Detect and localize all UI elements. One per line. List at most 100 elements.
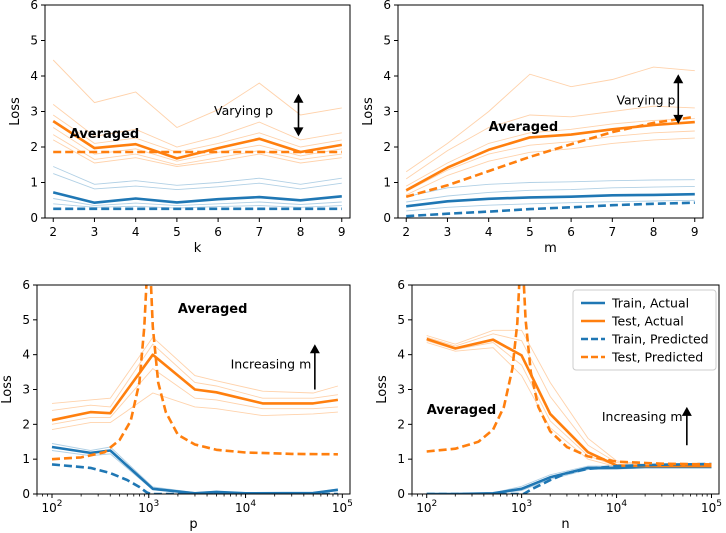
y-tick-label: 3 bbox=[30, 105, 38, 119]
y-tick-label: 4 bbox=[22, 348, 30, 362]
x-tick-label: 7 bbox=[609, 225, 617, 239]
legend-label: Train, Actual bbox=[611, 296, 689, 311]
x-tick-label: 104 bbox=[606, 499, 627, 515]
y-tick-label: 4 bbox=[30, 69, 38, 83]
series-line bbox=[426, 462, 712, 494]
panel-3: 0 1 2 3 4 5 6 102 103 104 105 p Loss Averaged Increasi… bbox=[0, 278, 353, 532]
x-tick-label: 6 bbox=[214, 225, 222, 239]
thin-line bbox=[53, 173, 342, 191]
averaged-annotation: Averaged bbox=[178, 302, 248, 317]
series-line bbox=[406, 201, 695, 218]
y-tick-label: 3 bbox=[22, 383, 30, 397]
thin-line bbox=[426, 464, 712, 494]
series-line bbox=[406, 192, 695, 208]
x-tick-label: 5 bbox=[526, 225, 534, 239]
legend-label: Test, Predicted bbox=[611, 350, 703, 365]
axes-frame bbox=[44, 4, 351, 219]
thin-line bbox=[406, 179, 695, 198]
y-tick-label: 1 bbox=[22, 452, 30, 466]
y-tick-label: 5 bbox=[30, 34, 38, 48]
x-tick-label: 9 bbox=[691, 225, 699, 239]
x-tick-exponent: 3 bbox=[526, 499, 532, 509]
thin-line bbox=[51, 450, 338, 494]
x-tick-label: 2 bbox=[49, 225, 57, 239]
x-tick-label: 7 bbox=[256, 225, 264, 239]
x-tick-label: 102 bbox=[416, 499, 437, 515]
y-tick-label: 0 bbox=[30, 211, 38, 225]
x-tick-exponent: 4 bbox=[250, 499, 256, 509]
arrow-annotation: Varying p bbox=[616, 92, 675, 107]
y-tick-label: 0 bbox=[383, 211, 391, 225]
y-tick-label: 2 bbox=[22, 417, 30, 431]
panel-2: 0 1 2 3 4 5 6 2 3 4 5 6 7 8 9 m Loss Averaged Varying p bbox=[361, 0, 704, 256]
plot-area bbox=[426, 285, 712, 494]
x-tick-label: 2 bbox=[402, 225, 410, 239]
thin-line bbox=[51, 336, 339, 404]
arrow-head-down bbox=[293, 127, 304, 137]
y-tick-label: 1 bbox=[30, 176, 38, 190]
x-tick-exponent: 2 bbox=[57, 499, 63, 509]
arrow-head-up bbox=[309, 344, 320, 354]
x-tick-label: 105 bbox=[701, 499, 722, 515]
y-axis-label: Loss bbox=[8, 97, 23, 126]
y-tick-label: 5 bbox=[22, 313, 30, 327]
legend-label: Test, Actual bbox=[611, 314, 684, 329]
y-axis-label: Loss bbox=[361, 97, 376, 126]
arrow-head-up bbox=[293, 93, 304, 103]
series-line bbox=[405, 120, 695, 192]
averaged-annotation: Averaged bbox=[70, 127, 140, 142]
x-tick-label: 3 bbox=[91, 225, 99, 239]
panel-4: 0 1 2 3 4 5 6 102 103 104 105 n Loss Averaged Increasi… bbox=[375, 278, 722, 532]
legend-label: Train, Predicted bbox=[611, 332, 709, 347]
arrow-annotation: Increasing m bbox=[231, 357, 312, 372]
series-line bbox=[52, 191, 342, 204]
legend: Train, Actual Test, Actual Train, Predicte… bbox=[572, 289, 717, 371]
y-axis-label: Loss bbox=[0, 375, 15, 404]
thin-line bbox=[53, 198, 342, 207]
series-line bbox=[426, 337, 712, 468]
x-tick-label: 105 bbox=[332, 499, 353, 515]
y-tick-label: 2 bbox=[383, 140, 391, 154]
thin-line bbox=[52, 134, 342, 166]
series-line bbox=[51, 353, 339, 422]
y-axis-label: Loss bbox=[375, 375, 390, 404]
thin-line bbox=[51, 367, 338, 425]
x-axis-label: n bbox=[561, 517, 569, 532]
x-tick-label: 104 bbox=[235, 499, 256, 515]
y-tick-label: 0 bbox=[397, 487, 405, 501]
plot-area bbox=[51, 285, 339, 494]
x-tick-label: 103 bbox=[138, 499, 159, 515]
y-tick-label: 5 bbox=[397, 313, 405, 327]
x-axis-label: p bbox=[189, 517, 197, 532]
series-line bbox=[51, 285, 338, 461]
plot-area bbox=[405, 66, 695, 218]
y-tick-label: 1 bbox=[397, 452, 405, 466]
x-tick-label: 5 bbox=[173, 225, 181, 239]
series-line bbox=[51, 463, 338, 494]
y-tick-label: 4 bbox=[397, 348, 405, 362]
x-tick-label: 8 bbox=[650, 225, 658, 239]
y-tick-label: 6 bbox=[22, 278, 30, 292]
averaged-annotation: Averaged bbox=[489, 120, 559, 135]
x-tick-label: 9 bbox=[338, 225, 346, 239]
thin-line bbox=[52, 114, 342, 153]
thin-line bbox=[405, 130, 695, 192]
x-tick-label: 8 bbox=[297, 225, 305, 239]
x-tick-exponent: 5 bbox=[716, 499, 722, 509]
y-tick-label: 6 bbox=[30, 0, 38, 12]
arrow-annotation: Varying p bbox=[214, 103, 273, 118]
y-tick-label: 2 bbox=[397, 417, 405, 431]
thin-line bbox=[51, 343, 338, 411]
x-tick-label: 103 bbox=[511, 499, 532, 515]
y-tick-label: 6 bbox=[397, 278, 405, 292]
series-line bbox=[405, 115, 695, 198]
thin-line bbox=[405, 105, 695, 180]
thin-line bbox=[52, 139, 342, 167]
thin-line bbox=[52, 104, 342, 148]
plot-area bbox=[52, 59, 343, 211]
y-tick-label: 0 bbox=[22, 487, 30, 501]
x-tick-label: 102 bbox=[41, 499, 62, 515]
x-tick-exponent: 3 bbox=[154, 499, 160, 509]
x-tick-label: 4 bbox=[132, 225, 140, 239]
y-tick-label: 1 bbox=[383, 176, 391, 190]
